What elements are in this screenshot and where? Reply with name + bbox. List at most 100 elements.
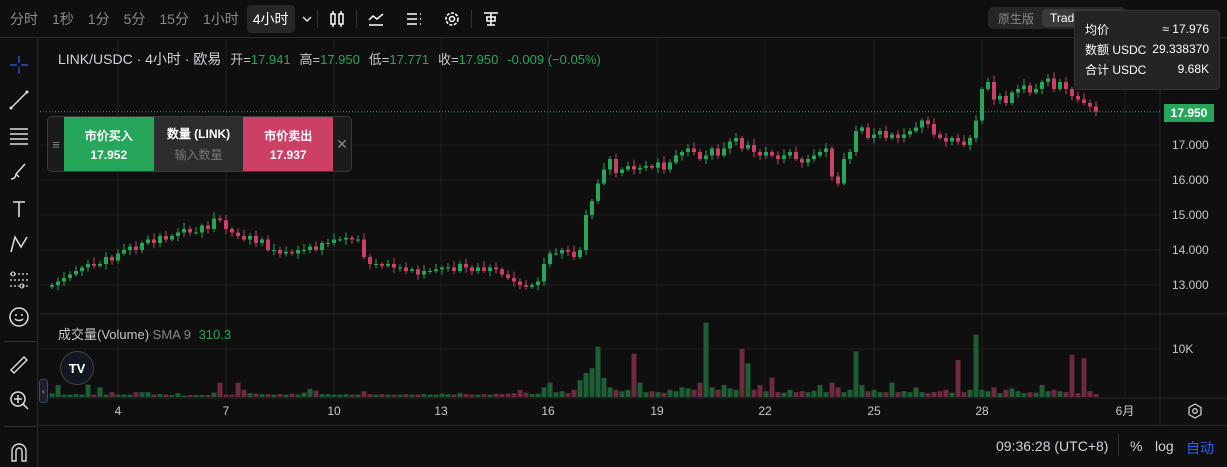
candle-body [380, 264, 384, 266]
candle-body [506, 274, 510, 278]
volume-bar [67, 394, 73, 397]
drag-handle-icon[interactable]: ≡ [52, 136, 60, 152]
volume-bar [595, 346, 601, 397]
candle-body [392, 264, 396, 268]
candle-body [818, 152, 822, 156]
candle-body [440, 267, 444, 270]
ruler-icon[interactable] [6, 352, 32, 378]
candle-body [194, 232, 198, 234]
zoom-in-icon[interactable] [6, 387, 32, 413]
indicators-icon[interactable] [363, 6, 389, 32]
candle-body [1028, 85, 1032, 93]
volume-bar [1087, 391, 1093, 397]
candle-body [266, 239, 270, 250]
volume-bar [1009, 388, 1015, 397]
interval-5m[interactable]: 5分 [123, 10, 146, 27]
candle-body [1070, 89, 1074, 96]
text-icon[interactable] [6, 196, 32, 222]
magnet-icon[interactable] [6, 439, 32, 465]
crosshair-icon[interactable] [6, 52, 32, 78]
interval-1h[interactable]: 1小时 [202, 10, 239, 27]
chevron-down-icon[interactable] [299, 6, 315, 32]
volume-bar [1051, 389, 1057, 397]
interval-1m[interactable]: 1分 [87, 10, 110, 27]
candles-icon[interactable] [324, 6, 350, 32]
volume-bar [823, 392, 829, 397]
layout-icon[interactable] [401, 6, 427, 32]
tooltip-row: 均价 ≈ 17.976 [1085, 19, 1209, 39]
x-tick-label: 4 [115, 404, 122, 418]
candle-body [356, 239, 360, 241]
drawing-toolbar [0, 39, 38, 467]
auto-scale-toggle[interactable]: 自动 [1186, 440, 1214, 456]
x-tick-label: 25 [867, 404, 881, 418]
volume-bar [739, 349, 745, 397]
axis-settings-icon[interactable] [1187, 403, 1203, 422]
volume-bar [895, 392, 901, 397]
candle-body [62, 278, 66, 282]
candle-body [728, 141, 732, 149]
x-tick-label: 10 [327, 404, 341, 418]
interval-15m[interactable]: 15分 [159, 10, 189, 27]
tradingview-logo[interactable]: TV [60, 351, 94, 385]
volume-bar [499, 394, 505, 397]
price-tick-label: 13.000 [1172, 278, 1209, 292]
candle-body [452, 267, 456, 271]
close-icon[interactable]: ✕ [336, 135, 348, 152]
market-sell-button[interactable]: 市价卖出 17.937 [243, 117, 334, 171]
volume-bar [577, 380, 583, 397]
emoji-icon[interactable] [6, 304, 32, 330]
gear-icon[interactable] [439, 6, 465, 32]
volume-bar [325, 394, 331, 397]
market-buy-button[interactable]: 市价买入 17.952 [63, 117, 154, 171]
candle-body [320, 243, 324, 250]
native-version-tab[interactable]: 原生版 [998, 11, 1035, 26]
candle-body [524, 285, 528, 287]
divider [4, 341, 36, 342]
candle-body [1076, 96, 1080, 100]
candle-body [188, 229, 192, 233]
log-toggle[interactable]: log [1155, 438, 1174, 454]
volume-bar [313, 390, 319, 397]
volume-bar [769, 377, 775, 397]
percent-toggle[interactable]: % [1130, 438, 1143, 454]
candle-body [86, 264, 90, 268]
volume-bar [337, 394, 343, 397]
volume-bar [583, 373, 589, 397]
brush-icon[interactable] [6, 159, 32, 185]
volume-bar [115, 394, 121, 397]
interval-4h[interactable]: 4小时 [246, 4, 295, 33]
volume-bar [139, 392, 145, 397]
volume-bar [487, 394, 493, 397]
prediction-icon[interactable] [6, 267, 32, 293]
volume-bar [949, 392, 955, 397]
volume-bar [559, 391, 565, 397]
volume-bar [211, 392, 217, 397]
pattern-icon[interactable] [6, 231, 32, 257]
candle-body [992, 82, 996, 100]
collapse-toolbar-button[interactable]: ‹ [39, 379, 48, 403]
volume-bar [205, 395, 211, 397]
candle-body [620, 169, 624, 173]
volume-tooltip: 均价 ≈ 17.976 数额 USDC 29.338370 合计 USDC 9.68K [1074, 10, 1220, 90]
volume-tick-label: 10K [1172, 342, 1193, 356]
candle-body [80, 267, 84, 271]
tooltip-value: ≈ 17.976 [1162, 22, 1209, 36]
buy-price: 17.952 [90, 147, 128, 162]
trend-line-icon[interactable] [6, 87, 32, 113]
fib-lines-icon[interactable] [6, 123, 32, 149]
candle-body [98, 264, 102, 266]
tooltip-value: 9.68K [1177, 62, 1209, 76]
candle-body [410, 269, 414, 271]
interval-fenshi[interactable]: 分时 [10, 10, 38, 27]
divider [4, 426, 36, 427]
candle-body [1022, 85, 1026, 89]
volume-bar [151, 394, 157, 397]
interval-1s[interactable]: 1秒 [52, 10, 74, 27]
candle-body [482, 267, 486, 271]
candle-body [848, 152, 852, 159]
volume-bar [427, 394, 433, 397]
quantity-input[interactable]: 数量 (LINK) 输入数量 [153, 117, 244, 171]
compare-scale-icon[interactable] [478, 6, 504, 32]
